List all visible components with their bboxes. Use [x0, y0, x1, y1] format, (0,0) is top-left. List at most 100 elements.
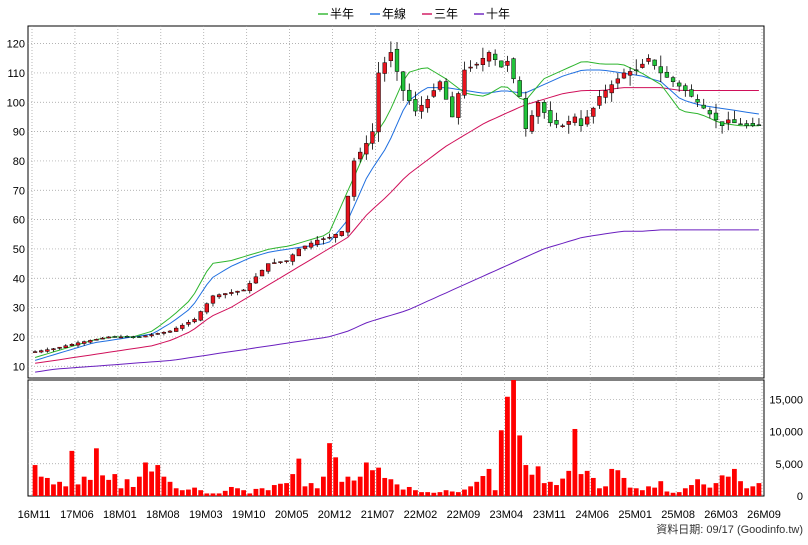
- candle-body: [94, 339, 99, 341]
- candle-body: [548, 110, 553, 124]
- volume-bar: [664, 491, 670, 496]
- candle-body: [131, 336, 136, 339]
- candle-body: [738, 123, 743, 126]
- volume-bar: [437, 492, 443, 496]
- volume-bar: [296, 458, 302, 496]
- x-tick-label: 18M08: [146, 509, 180, 521]
- candle-body: [75, 342, 81, 346]
- candle-body: [155, 333, 160, 335]
- price-tick-label: 100: [7, 97, 25, 109]
- volume-bar: [247, 493, 253, 496]
- candle-body: [186, 322, 191, 325]
- candle-body: [284, 260, 289, 262]
- volume-bar: [327, 443, 332, 496]
- volume-layer: [32, 380, 762, 496]
- candle-body: [640, 63, 645, 68]
- volume-bar: [167, 481, 173, 496]
- candle-body: [664, 71, 670, 78]
- volume-bar: [241, 490, 247, 496]
- volume-tick-label: 10,000: [769, 427, 803, 439]
- volume-bar: [320, 476, 326, 496]
- candle-body: [726, 119, 731, 124]
- volume-tick-label: 0: [797, 491, 803, 503]
- volume-bar: [376, 467, 381, 496]
- candle-body: [180, 324, 185, 329]
- volume-bar: [173, 488, 179, 496]
- candle-body: [677, 82, 682, 87]
- volume-bar: [388, 479, 394, 496]
- candle-body: [167, 330, 173, 333]
- volume-bar: [106, 479, 112, 496]
- candle-body: [204, 303, 209, 313]
- legend-label-3: 三年: [434, 7, 458, 21]
- volume-bar: [63, 486, 69, 496]
- footer-source: 資料日期: 09/17 (Goodinfo.tw): [656, 522, 803, 536]
- volume-bar: [81, 476, 87, 496]
- x-tick-label: 24M06: [575, 509, 609, 521]
- volume-tick-label: 15,000: [769, 394, 803, 406]
- volume-bar: [44, 477, 50, 496]
- candle-body: [296, 248, 302, 257]
- volume-bar: [216, 493, 222, 496]
- candle-body: [88, 340, 93, 343]
- candle-body: [683, 85, 688, 91]
- volume-bar: [603, 486, 608, 496]
- volume-bar: [517, 435, 523, 496]
- volume-bar: [186, 489, 191, 496]
- volume-bar: [725, 476, 731, 496]
- volume-bar: [333, 457, 339, 496]
- volume-bar: [253, 488, 259, 496]
- candle-body: [585, 116, 590, 125]
- candle-body: [63, 345, 68, 348]
- volume-bar: [756, 483, 762, 496]
- candle-body: [462, 69, 467, 96]
- volume-bar: [566, 470, 572, 496]
- volume-bar: [443, 490, 449, 496]
- volume-bar: [363, 462, 369, 496]
- half-year-line: [34, 61, 759, 358]
- volume-bar: [639, 490, 645, 496]
- candle-body: [272, 262, 277, 264]
- candle-body: [542, 102, 547, 113]
- volume-bar: [204, 493, 210, 496]
- x-tick-label: 25M01: [618, 509, 652, 521]
- volume-bar: [578, 474, 584, 496]
- x-tick-label: 26M03: [704, 509, 738, 521]
- candle-body: [578, 118, 584, 126]
- candle-body: [192, 319, 197, 323]
- candle-body: [161, 331, 167, 334]
- volume-bar: [32, 465, 38, 496]
- candle-body: [382, 62, 387, 74]
- x-tick-label: 16M11: [18, 509, 51, 521]
- volume-bar: [541, 483, 547, 496]
- candle-body: [229, 292, 234, 294]
- volume-bar: [658, 481, 664, 496]
- candle-body: [149, 334, 154, 337]
- candle-body: [627, 71, 633, 76]
- candle-body: [32, 351, 38, 353]
- volume-bar: [351, 480, 357, 496]
- candle-body: [437, 81, 443, 90]
- grid-layer: [27, 25, 765, 497]
- x-tick-label: 26M09: [747, 509, 781, 521]
- candle-body: [732, 119, 737, 124]
- volume-bar: [511, 380, 516, 496]
- volume-bar: [155, 465, 161, 496]
- candle-body: [652, 59, 657, 66]
- price-tick-label: 120: [7, 39, 25, 51]
- candle-body: [247, 283, 252, 292]
- price-tick-label: 30: [13, 303, 25, 315]
- candle-body: [235, 290, 240, 293]
- volume-bar: [425, 492, 431, 496]
- candle-body: [486, 52, 492, 62]
- candle-body: [744, 123, 749, 126]
- volume-bar: [449, 491, 455, 496]
- x-tick-label: 22M09: [447, 509, 481, 521]
- candle-body: [621, 72, 627, 79]
- candle-body: [339, 231, 344, 236]
- volume-bar: [130, 486, 136, 496]
- x-tick-label: 19M10: [232, 509, 266, 521]
- volume-bar: [406, 486, 412, 496]
- candle-body: [81, 341, 87, 344]
